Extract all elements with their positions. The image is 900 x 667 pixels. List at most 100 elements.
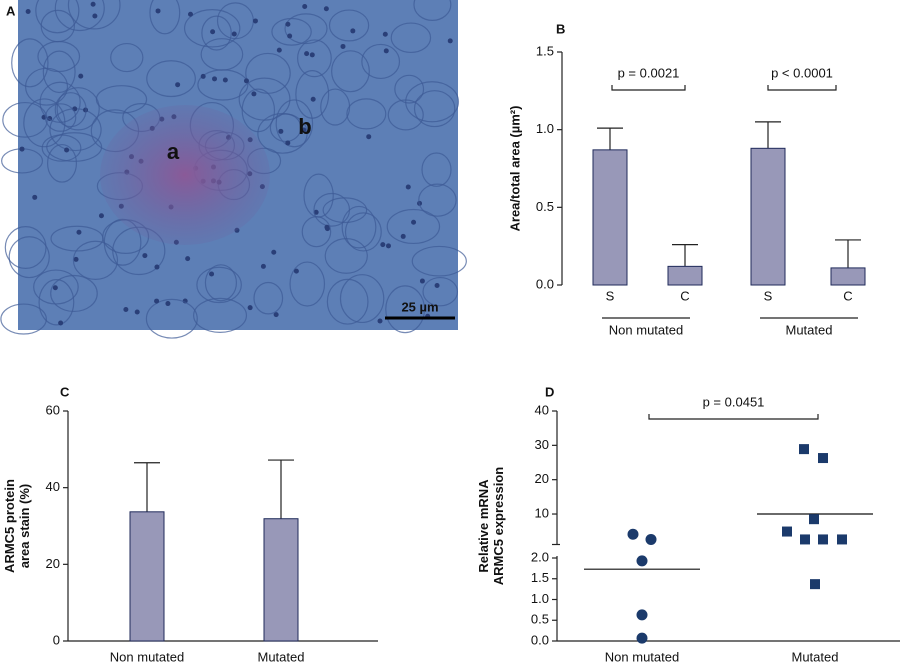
y-tick-label: 20 bbox=[46, 556, 60, 571]
nucleus bbox=[123, 306, 129, 312]
cell bbox=[422, 276, 459, 307]
islet bbox=[100, 105, 270, 245]
point bbox=[810, 579, 820, 590]
y-tick-label: 40 bbox=[46, 479, 60, 494]
cell bbox=[421, 152, 452, 187]
region-label: b bbox=[298, 114, 311, 139]
y-tick-label: 30 bbox=[535, 437, 549, 452]
nucleus bbox=[419, 278, 425, 284]
y-axis-label: ARMC5 protein bbox=[2, 479, 17, 573]
cell bbox=[23, 98, 66, 148]
panel-label: A bbox=[6, 3, 16, 18]
point bbox=[627, 528, 639, 540]
nucleus bbox=[293, 268, 299, 274]
cell bbox=[303, 173, 334, 218]
nucleus bbox=[243, 78, 249, 84]
cell bbox=[390, 22, 432, 54]
cell bbox=[4, 226, 47, 269]
cell bbox=[38, 279, 75, 326]
p-value: p = 0.0451 bbox=[703, 394, 765, 409]
group-label: Non mutated bbox=[609, 322, 683, 337]
y-tick-label: 1.0 bbox=[536, 121, 554, 136]
y-tick-label: 0 bbox=[53, 632, 60, 647]
y-tick-label: 40 bbox=[535, 402, 549, 417]
bar bbox=[667, 265, 703, 286]
nucleus bbox=[212, 76, 218, 82]
bar bbox=[830, 267, 866, 286]
point bbox=[636, 555, 648, 567]
nucleus bbox=[323, 6, 329, 12]
p-value: p = 0.0021 bbox=[618, 65, 680, 80]
cell bbox=[346, 98, 387, 130]
cell bbox=[54, 0, 105, 32]
nucleus bbox=[185, 256, 191, 262]
error-bar bbox=[672, 244, 698, 267]
nucleus bbox=[134, 309, 140, 315]
cell bbox=[8, 236, 50, 279]
bar bbox=[592, 149, 628, 286]
nucleus bbox=[231, 31, 237, 37]
cell bbox=[284, 13, 328, 45]
cell bbox=[33, 269, 79, 305]
nucleus bbox=[210, 29, 216, 35]
point bbox=[809, 514, 819, 525]
nucleus bbox=[165, 301, 171, 307]
bar bbox=[129, 511, 165, 642]
nucleus bbox=[340, 43, 346, 49]
nucleus bbox=[92, 13, 98, 19]
cell bbox=[344, 212, 382, 252]
cell bbox=[253, 281, 284, 315]
nucleus bbox=[260, 263, 266, 269]
cell bbox=[0, 303, 47, 335]
y-tick-label: 0.5 bbox=[531, 612, 549, 627]
cell bbox=[413, 0, 452, 21]
region-label: a bbox=[167, 139, 180, 164]
nucleus bbox=[98, 213, 104, 219]
cell bbox=[67, 0, 121, 30]
cell bbox=[42, 50, 76, 94]
x-tick-label: S bbox=[764, 288, 773, 303]
point bbox=[636, 609, 648, 621]
nucleus bbox=[310, 96, 316, 102]
point bbox=[818, 534, 828, 545]
nucleus bbox=[19, 146, 25, 152]
nucleus bbox=[90, 1, 96, 7]
point bbox=[645, 533, 657, 545]
nucleus bbox=[400, 233, 406, 239]
panel-label: C bbox=[60, 384, 70, 399]
cell bbox=[110, 42, 144, 73]
y-tick-label: 60 bbox=[46, 402, 60, 417]
cell bbox=[271, 17, 312, 46]
nucleus bbox=[222, 77, 228, 83]
y-tick-label: 0.0 bbox=[536, 276, 554, 291]
cell bbox=[275, 99, 314, 148]
cell bbox=[2, 101, 48, 138]
y-axis-label: ARMC5 expression bbox=[491, 467, 506, 586]
x-tick-label: S bbox=[606, 288, 615, 303]
cell bbox=[44, 103, 77, 132]
cell bbox=[339, 274, 385, 324]
nucleus bbox=[382, 31, 388, 37]
nucleus bbox=[154, 298, 160, 304]
cell bbox=[326, 278, 369, 325]
cell bbox=[56, 87, 100, 131]
bar bbox=[263, 518, 299, 642]
x-tick-label: Non mutated bbox=[110, 649, 184, 664]
nucleus bbox=[366, 134, 372, 140]
cell bbox=[418, 183, 457, 217]
nucleus bbox=[276, 47, 282, 53]
scale-bar-label: 25 µm bbox=[401, 299, 438, 314]
cell bbox=[201, 15, 232, 51]
panel-label: D bbox=[545, 384, 554, 399]
nucleus bbox=[200, 73, 206, 79]
point bbox=[782, 526, 792, 537]
cell bbox=[196, 266, 242, 304]
cell bbox=[54, 92, 87, 128]
y-axis-label: area stain (%) bbox=[17, 484, 32, 569]
nucleus bbox=[251, 91, 257, 97]
cell bbox=[204, 264, 238, 302]
nucleus bbox=[188, 11, 193, 17]
cell bbox=[245, 52, 291, 94]
error-bar bbox=[755, 121, 781, 149]
bar bbox=[750, 147, 786, 286]
